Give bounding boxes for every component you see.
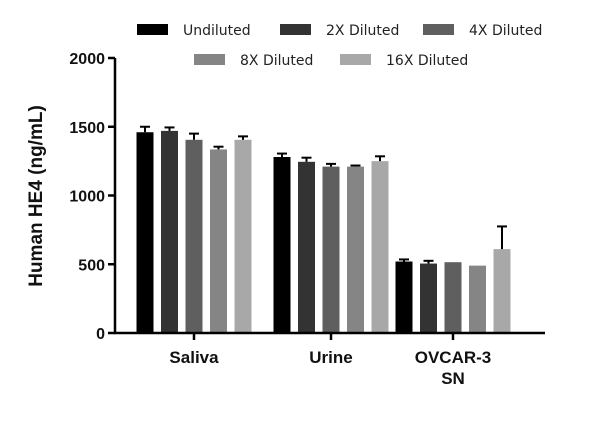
bar [493, 249, 511, 333]
y-tick-label: 1000 [69, 189, 105, 206]
legend-swatch [280, 24, 311, 35]
y-tick-label: 1500 [69, 120, 105, 137]
y-tick-label: 500 [78, 257, 105, 274]
legend-label: 16X Diluted [386, 53, 468, 69]
y-axis-title: Human HE4 (ng/mL) [26, 105, 47, 287]
y-tick-label: 0 [96, 326, 105, 343]
bar [136, 132, 154, 333]
legend-label: 4X Diluted [469, 23, 542, 39]
bar [347, 166, 364, 333]
legend-swatch [423, 24, 454, 35]
legend-label: 2X Diluted [326, 23, 399, 39]
x-category-label: Saliva [169, 348, 219, 367]
bar [395, 261, 413, 333]
bar [371, 161, 389, 333]
x-category-label: Urine [309, 348, 352, 367]
bar [322, 166, 340, 333]
legend: Undiluted 2X Diluted 4X Diluted 8X Diluted 1… [137, 23, 542, 69]
bar [469, 265, 486, 333]
bars [136, 125, 511, 333]
x-category-label: OVCAR-3 [415, 348, 492, 367]
bar [210, 149, 227, 333]
bar [234, 139, 252, 333]
bar [185, 139, 203, 333]
legend-swatch [137, 24, 168, 35]
legend-label: Undiluted [183, 23, 251, 39]
legend-label: 8X Diluted [240, 53, 313, 69]
bar [161, 130, 178, 333]
axes: 0 500 1000 1500 2000 Saliva Urine OVCAR-3 SN [69, 51, 545, 388]
legend-swatch [340, 54, 371, 65]
bar [298, 161, 315, 333]
x-category-label: SN [441, 369, 465, 388]
bar [444, 262, 462, 333]
bar [273, 157, 291, 333]
bar [420, 263, 437, 333]
y-tick-label: 2000 [69, 51, 105, 68]
legend-swatch [194, 54, 225, 65]
